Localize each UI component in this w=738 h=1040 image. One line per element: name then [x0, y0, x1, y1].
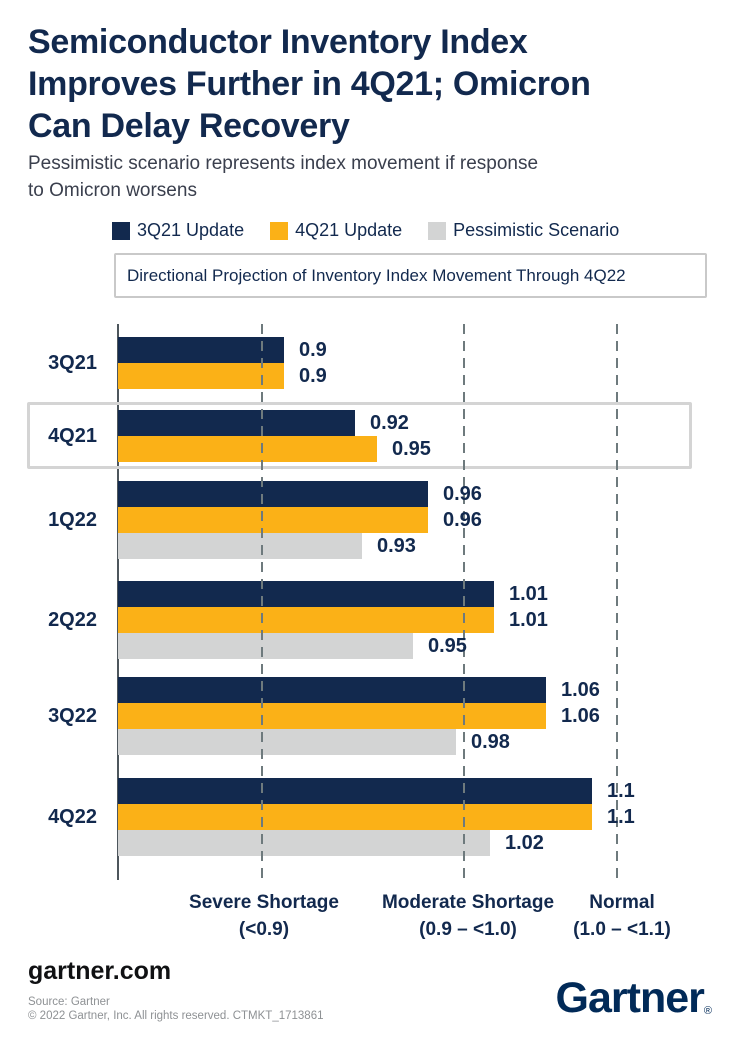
bar-2q22-4q21-update [118, 607, 494, 633]
bar-3q21-4q21-update [118, 363, 284, 389]
legend-label: 3Q21 Update [137, 220, 245, 240]
bar-3q22-4q21-update [118, 703, 546, 729]
bar-value-label: 0.9 [299, 365, 327, 387]
bar-value-label: 1.1 [607, 780, 635, 802]
bar-4q22-3q21-update [118, 778, 592, 804]
gartner-logo: Gartner® [556, 977, 712, 1031]
legend-swatch-navy [112, 221, 130, 240]
bar-3q22-pessimistic-scenario [118, 729, 456, 755]
bar-value-label: 1.06 [561, 705, 600, 727]
bar-value-label: 0.96 [443, 509, 482, 531]
bar-4q22-4q21-update [118, 804, 592, 830]
bar-2q22-3q21-update [118, 581, 494, 607]
category-label-1q22: 1Q22 [48, 508, 97, 531]
page-subtitle: Pessimistic scenario represents index mo… [28, 153, 539, 201]
projection-note-text: Directional Projection of Inventory Inde… [127, 265, 626, 285]
bar-value-label: 0.93 [377, 535, 416, 557]
bar-4q22-pessimistic-scenario [118, 830, 490, 856]
bar-3q22-3q21-update [118, 677, 546, 703]
bar-value-label: 1.1 [607, 806, 635, 828]
bar-value-label: 1.02 [505, 832, 544, 854]
legend-swatch-gray [428, 221, 447, 240]
category-label-4q21: 4Q21 [48, 424, 97, 447]
bar-value-label: 0.9 [299, 339, 327, 361]
x-axis-zone-label-2: Moderate Shortage (0.9 – <1.0) [381, 892, 555, 940]
bar-value-label: 0.95 [392, 438, 431, 460]
projection-note-box: Directional Projection of Inventory Inde… [114, 253, 707, 298]
gartner-logo-text: Gartner [555, 974, 705, 1022]
gridline-3 [616, 324, 618, 880]
bar-value-label: 0.95 [428, 635, 467, 657]
legend-item-3q21-update: 3Q21 Update [112, 220, 244, 241]
legend-swatch-orange [270, 221, 289, 240]
bar-1q22-4q21-update [118, 507, 428, 533]
bar-value-label: 1.06 [561, 679, 600, 701]
bar-4q21-3q21-update [118, 410, 355, 436]
bar-1q22-3q21-update [118, 481, 428, 507]
source-line: Source: Gartner [28, 996, 110, 1008]
bar-value-label: 0.98 [471, 731, 510, 753]
bar-4q21-4q21-update [118, 436, 377, 462]
legend-label: 4Q21 Update [295, 220, 403, 240]
bar-3q21-3q21-update [118, 337, 284, 363]
bar-value-label: 0.96 [443, 483, 482, 505]
legend-label: Pessimistic Scenario [453, 220, 620, 240]
copyright-line: © 2022 Gartner, Inc. All rights reserved… [28, 1010, 324, 1022]
category-label-4q22: 4Q22 [48, 805, 97, 828]
category-label-2q22: 2Q22 [48, 608, 97, 631]
gartner-com-link[interactable]: gartner.com [28, 957, 172, 985]
registered-trademark-icon: ® [703, 1005, 712, 1017]
category-label-3q22: 3Q22 [48, 704, 97, 727]
gridline-1 [261, 324, 263, 880]
highlight-box-4q21 [27, 402, 692, 469]
chart-legend: 3Q21 Update 4Q21 Update Pessimistic Scen… [112, 220, 619, 241]
category-label-3q21: 3Q21 [48, 351, 97, 374]
bar-1q22-pessimistic-scenario [118, 533, 362, 559]
page-title: Semiconductor Inventory Index Improves F… [28, 23, 591, 145]
legend-item-pessimistic-scenario: Pessimistic Scenario [428, 220, 619, 241]
bar-value-label: 1.01 [509, 583, 548, 605]
x-axis-zone-label-1: Severe Shortage (<0.9) [189, 892, 339, 940]
bar-2q22-pessimistic-scenario [118, 633, 413, 659]
bar-value-label: 0.92 [370, 412, 409, 434]
bar-value-label: 1.01 [509, 609, 548, 631]
x-axis-zone-label-3: Normal (1.0 – <1.1) [573, 892, 671, 940]
gridline-2 [463, 324, 465, 880]
legend-item-4q21-update: 4Q21 Update [270, 220, 402, 241]
